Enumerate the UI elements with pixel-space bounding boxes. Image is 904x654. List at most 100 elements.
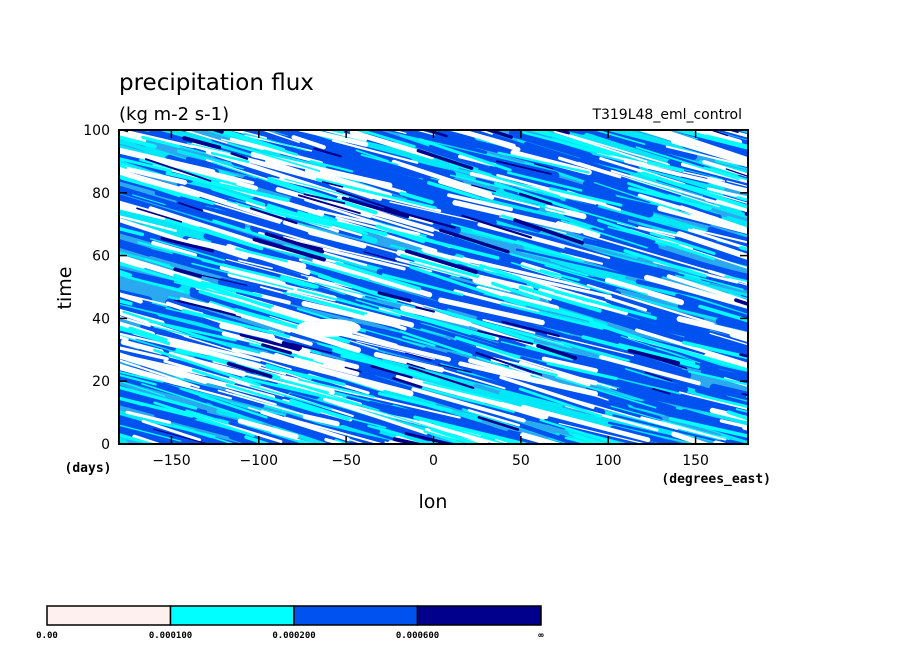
- field-streak: [820, 427, 904, 460]
- field-streak: [479, 264, 522, 281]
- field-streak: [709, 332, 748, 346]
- field-streak: [784, 137, 845, 151]
- field-streak: [687, 228, 748, 251]
- field-streak: [173, 273, 272, 309]
- field-streak: [512, 164, 617, 202]
- field-streak: [781, 384, 904, 427]
- field-streak: [762, 124, 879, 150]
- field-streak: [791, 229, 832, 239]
- field-streak: [769, 385, 816, 396]
- field-streak: [217, 389, 315, 419]
- field-streak: [141, 419, 202, 442]
- field-streak: [651, 387, 671, 395]
- field-streak: [627, 130, 706, 157]
- field-streak: [471, 184, 497, 193]
- field-streak: [769, 172, 831, 190]
- field-streak: [518, 192, 553, 206]
- field-streak: [132, 434, 163, 444]
- field-streak: [415, 306, 435, 313]
- field-streak: [119, 297, 208, 324]
- field-streak: [644, 371, 673, 382]
- field-streak: [735, 130, 748, 133]
- field-streak: [119, 359, 200, 389]
- field-streak: [405, 352, 432, 361]
- field-streak: [183, 335, 292, 371]
- field-streak: [200, 280, 263, 298]
- field-streak: [729, 332, 748, 343]
- field-streak: [715, 201, 748, 211]
- field-streak: [795, 233, 872, 256]
- field-streak: [826, 457, 862, 466]
- field-streak: [795, 404, 904, 447]
- field-streak: [442, 368, 506, 390]
- field-streak: [119, 207, 150, 222]
- field-streak: [119, 200, 201, 228]
- field-streak: [691, 228, 748, 244]
- field-streak: [783, 449, 883, 480]
- field-streak: [828, 204, 904, 242]
- field-streak: [119, 294, 132, 304]
- field-streak: [119, 157, 172, 173]
- field-patch: [296, 318, 361, 337]
- field-streak: [774, 137, 904, 189]
- field-streak: [773, 198, 904, 237]
- field-streak: [187, 271, 248, 286]
- field-streak: [802, 301, 838, 310]
- field-streak: [635, 146, 740, 181]
- field-streak: [767, 250, 847, 273]
- field-streak: [794, 394, 904, 456]
- field-streak: [759, 234, 813, 248]
- field-streak: [744, 200, 748, 205]
- field-streak: [818, 152, 883, 168]
- field-streak: [450, 258, 485, 271]
- field-streak: [281, 341, 302, 350]
- field-streak: [796, 199, 854, 213]
- field-streak: [742, 425, 748, 431]
- field-streak: [119, 269, 144, 281]
- field-streak: [501, 320, 560, 338]
- experiment-label: T319L48_eml_control: [591, 107, 742, 123]
- field-streak: [675, 293, 748, 320]
- field-streak: [754, 401, 853, 427]
- field-streak: [491, 281, 541, 301]
- field-streak: [751, 269, 849, 302]
- field-streak: [177, 202, 204, 212]
- field-streak: [252, 237, 326, 262]
- field-streak: [70, 419, 114, 431]
- field-streak: [373, 351, 445, 373]
- field-streak: [291, 343, 333, 354]
- field-streak: [824, 251, 904, 277]
- field-streak: [813, 389, 904, 424]
- field-streak: [826, 176, 877, 189]
- field-streak: [422, 249, 471, 265]
- field-streak: [119, 139, 136, 148]
- field-streak: [747, 329, 748, 334]
- colorbar-tick-label: 0.000200: [272, 631, 315, 641]
- field-streak: [765, 174, 837, 194]
- field-streak: [780, 343, 878, 375]
- field-streak: [769, 338, 813, 352]
- field-streak: [119, 269, 133, 278]
- field-streak: [119, 215, 177, 232]
- field-streak: [785, 303, 828, 315]
- field-streak: [805, 349, 902, 378]
- y-axis-label: time: [54, 267, 76, 310]
- field-streak: [141, 383, 242, 416]
- field-streak: [766, 347, 904, 385]
- field-streak: [762, 142, 874, 173]
- field-streak: [657, 205, 748, 235]
- field-streak: [151, 240, 197, 258]
- field-streak: [715, 317, 748, 332]
- y-tick-label: 80: [92, 186, 110, 202]
- field-streak: [709, 130, 729, 137]
- field-streak: [438, 297, 545, 326]
- field-streak: [762, 384, 821, 399]
- field-streak: [627, 186, 712, 211]
- field-streak: [599, 354, 701, 386]
- field-streak: [300, 274, 353, 289]
- field-streak: [141, 135, 181, 149]
- field-streak: [607, 226, 679, 246]
- field-streak: [264, 430, 312, 444]
- field-streak: [539, 269, 580, 282]
- field-streak: [752, 318, 877, 352]
